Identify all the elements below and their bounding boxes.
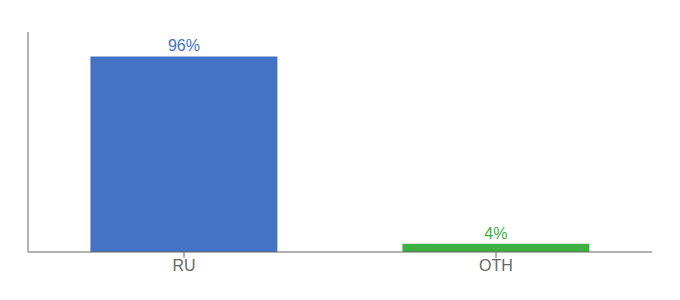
svg-text:4%: 4% — [484, 225, 507, 242]
svg-text:96%: 96% — [168, 37, 200, 54]
svg-text:RU: RU — [172, 257, 195, 274]
svg-text:OTH: OTH — [479, 257, 513, 274]
